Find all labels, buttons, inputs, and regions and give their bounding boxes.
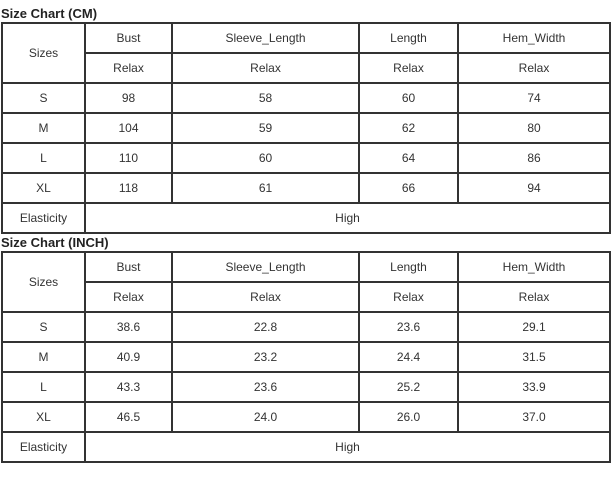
column-header: Bust (84, 22, 173, 54)
table-row: XL 46.5 24.0 26.0 37.0 (1, 401, 611, 433)
measurement-cell: 24.0 (171, 401, 360, 433)
measurement-cell: 59 (171, 112, 360, 144)
column-header: Length (358, 251, 459, 283)
fit-subheader: Relax (171, 281, 360, 313)
measurement-cell: 23.6 (171, 371, 360, 403)
measurement-cell: 46.5 (84, 401, 173, 433)
elasticity-label: Elasticity (1, 202, 86, 234)
measurement-cell: 66 (358, 172, 459, 204)
measurement-cell: 61 (171, 172, 360, 204)
size-label: S (1, 311, 86, 343)
fit-subheader: Relax (457, 281, 611, 313)
elasticity-value: High (84, 202, 611, 234)
measurement-cell: 104 (84, 112, 173, 144)
header-row: Sizes Bust Sleeve_Length Length Hem_Width (1, 22, 611, 84)
table-row: L 110 60 64 86 (1, 142, 611, 174)
table-row: M 104 59 62 80 (1, 112, 611, 144)
table-row: M 40.9 23.2 24.4 31.5 (1, 341, 611, 373)
size-label: XL (1, 172, 86, 204)
measurement-cell: 80 (457, 112, 611, 144)
column-header: Hem_Width (457, 251, 611, 283)
size-label: M (1, 341, 86, 373)
size-label: M (1, 112, 86, 144)
elasticity-row: Elasticity High (1, 202, 611, 234)
size-label: XL (1, 401, 86, 433)
size-table: Sizes Bust Sleeve_Length Length Hem_Width Rel… (1, 22, 611, 234)
measurement-cell: 40.9 (84, 341, 173, 373)
measurement-cell: 31.5 (457, 341, 611, 373)
measurement-cell: 24.4 (358, 341, 459, 373)
measurement-cell: 23.2 (171, 341, 360, 373)
column-header: Bust (84, 251, 173, 283)
size-label: S (1, 82, 86, 114)
measurement-cell: 26.0 (358, 401, 459, 433)
measurement-cell: 25.2 (358, 371, 459, 403)
chart-title: Size Chart (INCH) (1, 235, 109, 250)
table-row: XL 118 61 66 94 (1, 172, 611, 204)
measurement-cell: 33.9 (457, 371, 611, 403)
fit-subheader: Relax (358, 52, 459, 84)
measurement-cell: 29.1 (457, 311, 611, 343)
measurement-cell: 62 (358, 112, 459, 144)
size-label: L (1, 371, 86, 403)
column-header: Sleeve_Length (171, 251, 360, 283)
subheader-row: Relax Relax Relax Relax (2, 52, 611, 84)
sizes-header: Sizes (1, 22, 86, 84)
measurement-cell: 23.6 (358, 311, 459, 343)
fit-subheader: Relax (84, 281, 173, 313)
measurement-cell: 86 (457, 142, 611, 174)
fit-subheader: Relax (358, 281, 459, 313)
measurement-cell: 110 (84, 142, 173, 174)
measurement-cell: 64 (358, 142, 459, 174)
measurement-cell: 58 (171, 82, 360, 114)
measurement-cell: 118 (84, 172, 173, 204)
measurement-cell: 94 (457, 172, 611, 204)
subheader-row: Relax Relax Relax Relax (2, 281, 611, 313)
elasticity-row: Elasticity High (1, 431, 611, 463)
table-row: S 98 58 60 74 (1, 82, 611, 114)
table-row: L 43.3 23.6 25.2 33.9 (1, 371, 611, 403)
elasticity-label: Elasticity (1, 431, 86, 463)
size-label: L (1, 142, 86, 174)
measurement-cell: 98 (84, 82, 173, 114)
column-header: Sleeve_Length (171, 22, 360, 54)
chart-title: Size Chart (CM) (1, 6, 98, 21)
measurement-cell: 43.3 (84, 371, 173, 403)
fit-subheader: Relax (457, 52, 611, 84)
measurement-cell: 38.6 (84, 311, 173, 343)
table-row: S 38.6 22.8 23.6 29.1 (1, 311, 611, 343)
column-header: Hem_Width (457, 22, 611, 54)
header-row: Sizes Bust Sleeve_Length Length Hem_Width (1, 251, 611, 313)
measurement-cell: 22.8 (171, 311, 360, 343)
measurement-cell: 60 (358, 82, 459, 114)
fit-subheader: Relax (171, 52, 360, 84)
measurement-cell: 37.0 (457, 401, 611, 433)
size-charts: Size Chart (CM) Sizes Bust Sleeve_Length Len… (0, 5, 611, 463)
sizes-header: Sizes (1, 251, 86, 313)
fit-subheader: Relax (84, 52, 173, 84)
measurement-cell: 74 (457, 82, 611, 114)
measurement-cell: 60 (171, 142, 360, 174)
size-table: Sizes Bust Sleeve_Length Length Hem_Width Rel… (1, 251, 611, 463)
column-header: Length (358, 22, 459, 54)
elasticity-value: High (84, 431, 611, 463)
